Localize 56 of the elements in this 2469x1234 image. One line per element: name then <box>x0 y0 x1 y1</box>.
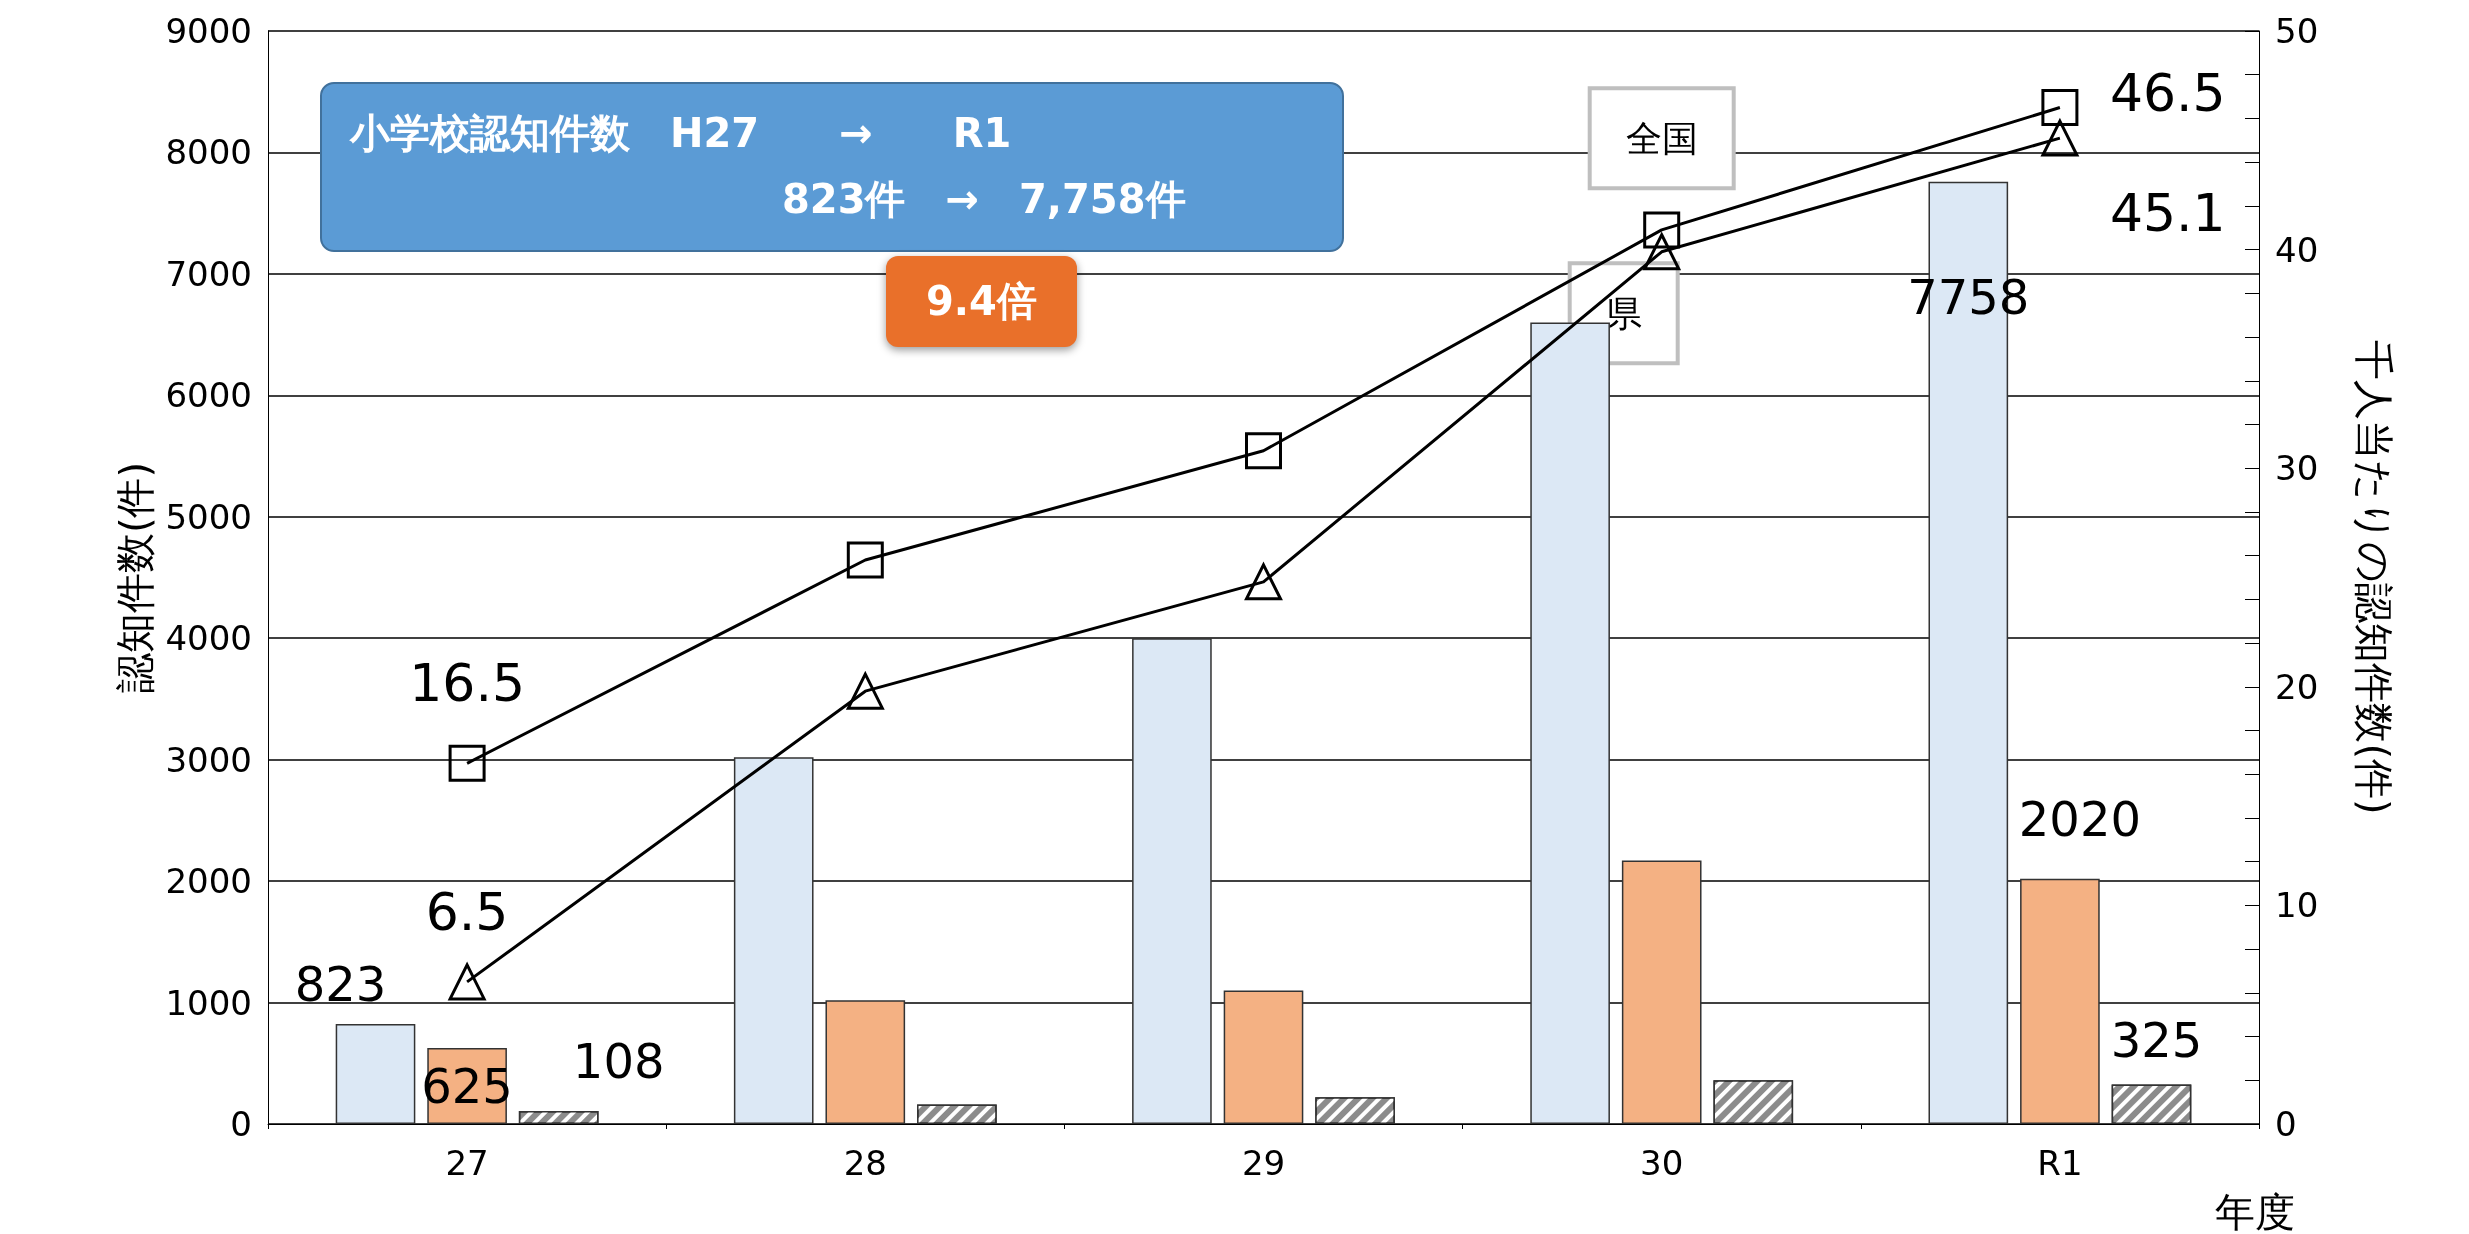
y-axis-title: 認知件数(件) <box>111 461 158 694</box>
data-label: 45.1 <box>2109 183 2226 244</box>
y-tick-label: 6000 <box>165 375 252 416</box>
point <box>1643 233 1681 271</box>
y-tick-label: 0 <box>230 1104 252 1144</box>
bar <box>733 757 814 1124</box>
x-tick-label: 27 <box>445 1143 489 1183</box>
annotation: 823件 → 7,758件 <box>782 175 1186 224</box>
point <box>1245 563 1282 601</box>
y-tick-label: 3000 <box>165 739 252 780</box>
annotation: 9.4倍 <box>926 278 1037 324</box>
bar <box>1223 990 1304 1124</box>
bar <box>335 1024 416 1124</box>
y2-tick-label: 30 <box>2275 448 2319 489</box>
point <box>1245 432 1282 470</box>
data-label: 2020 <box>2018 790 2141 847</box>
point <box>448 744 486 782</box>
y-tick-label: 5000 <box>165 496 252 537</box>
text-box: 9.4倍 <box>886 256 1077 347</box>
y-tick-label: 2000 <box>165 861 252 902</box>
text-box: 小学校認知件数 H27 → R1 823件 → 7,758件 <box>320 82 1344 252</box>
bar <box>1621 860 1702 1124</box>
y2-tick-label: 40 <box>2275 229 2319 270</box>
point <box>846 672 884 710</box>
y-tick-label: 7000 <box>165 253 252 294</box>
series-label: 県 <box>1605 292 1642 334</box>
data-label: 6.5 <box>425 881 509 942</box>
series-label: 全国 <box>1625 117 1698 159</box>
data-label: 823 <box>294 956 387 1013</box>
point <box>846 541 884 579</box>
bar <box>2020 878 2100 1124</box>
y2-tick-label: 10 <box>2275 885 2319 926</box>
y-tick-label: 9000 <box>165 11 252 51</box>
point <box>2041 89 2079 127</box>
point <box>1643 211 1681 249</box>
y-tick-label: 1000 <box>165 982 252 1023</box>
x-tick-label: R1 <box>2037 1143 2083 1183</box>
y2-tick-label: 20 <box>2275 666 2319 707</box>
data-label: 46.5 <box>2109 62 2226 123</box>
bar <box>1132 638 1212 1124</box>
x-tick-label: 29 <box>1241 1143 1286 1183</box>
y-tick-label: 4000 <box>165 618 252 659</box>
y2-tick-label: 0 <box>2275 1104 2297 1144</box>
data-label: 108 <box>572 1032 665 1089</box>
x-tick-label: 30 <box>1640 1143 1684 1183</box>
point <box>2040 117 2080 157</box>
bar <box>825 1000 906 1124</box>
annotation: 小学校認知件数 H27 → R1 <box>350 109 1012 158</box>
data-label: 16.5 <box>409 653 525 714</box>
x-tick-label: 28 <box>843 1143 887 1183</box>
x-axis-title: 年度 <box>2215 1189 2295 1234</box>
y-tick-label: 8000 <box>165 132 252 173</box>
y2-tick-label: 50 <box>2275 11 2319 51</box>
y2-axis-title: 千人当たりの認知件数(件) <box>2351 340 2397 815</box>
data-label: 325 <box>2110 1011 2203 1068</box>
point <box>448 963 486 1001</box>
